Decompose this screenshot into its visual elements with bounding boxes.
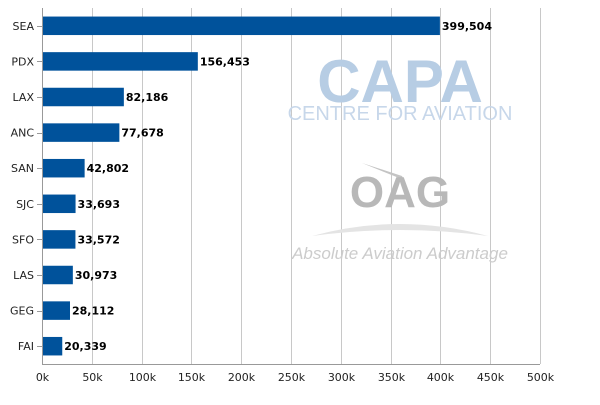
x-tick-label: 300k: [328, 371, 356, 384]
x-tick-label: 350k: [378, 371, 406, 384]
y-tick-label: LAS: [13, 269, 34, 282]
x-tick-label: 0k: [36, 371, 50, 384]
bar-san: [43, 158, 85, 178]
bar-lax: [43, 87, 124, 107]
data-label-san: 42,802: [87, 162, 129, 175]
y-tick-label: PDX: [11, 55, 34, 68]
y-tick-label: SJC: [16, 198, 34, 211]
data-label-pdx: 156,453: [200, 55, 250, 68]
x-tick-label: 400k: [427, 371, 455, 384]
bar-fai: [43, 336, 63, 356]
data-label-sea: 399,504: [442, 20, 492, 33]
y-tick-label: FAI: [18, 340, 34, 353]
y-tick-label: LAX: [13, 91, 35, 104]
bar-sfo: [43, 230, 76, 249]
labels-layer: 399,504 156,453 82,186 77,678 42,802 33,693 33…: [64, 20, 492, 353]
capa-tagline-watermark: CENTRE FOR AVIATION: [288, 103, 513, 125]
data-label-lax: 82,186: [126, 91, 169, 104]
x-tick-label: 250k: [278, 371, 306, 384]
x-tick-label: 200k: [228, 371, 256, 384]
bar-geg: [43, 301, 70, 320]
y-tick-label: ANC: [11, 127, 35, 140]
bar-pdx: [43, 52, 198, 71]
x-tick-label: 50k: [82, 371, 103, 384]
axis-layer: 0k 50k 100k 150k 200k 250k 300k 350k 400k 450k 500…: [10, 8, 555, 384]
capa-logo-watermark: CAPA: [317, 48, 483, 115]
y-tick-label: SAN: [11, 162, 34, 175]
data-label-las: 30,973: [75, 269, 117, 282]
oag-swoosh-icon: [362, 163, 404, 180]
x-tick-label: 450k: [477, 371, 505, 384]
data-label-fai: 20,339: [64, 340, 106, 353]
bar-anc: [43, 123, 120, 142]
data-label-sfo: 33,572: [77, 233, 119, 246]
y-tick-label: SEA: [13, 20, 35, 33]
y-tick-label: SFO: [12, 233, 34, 246]
bar-las: [43, 265, 73, 285]
watermark-layer: CAPA CENTRE FOR AVIATION OAG Absolute Av…: [288, 48, 513, 263]
x-tick-label: 100k: [129, 371, 157, 384]
oag-tagline-watermark: Absolute Aviation Advantage: [291, 244, 508, 263]
x-tick-label: 500k: [527, 371, 555, 384]
oag-arc-icon: [312, 224, 488, 236]
bar-sea: [43, 16, 440, 36]
data-label-anc: 77,678: [121, 127, 163, 140]
data-label-geg: 28,112: [72, 305, 114, 318]
y-tick-label: GEG: [10, 305, 34, 318]
bar-sjc: [43, 194, 76, 214]
x-tick-label: 150k: [178, 371, 206, 384]
oag-logo-watermark: OAG: [350, 168, 450, 217]
bars-layer: [43, 16, 440, 356]
data-label-sjc: 33,693: [78, 198, 120, 211]
